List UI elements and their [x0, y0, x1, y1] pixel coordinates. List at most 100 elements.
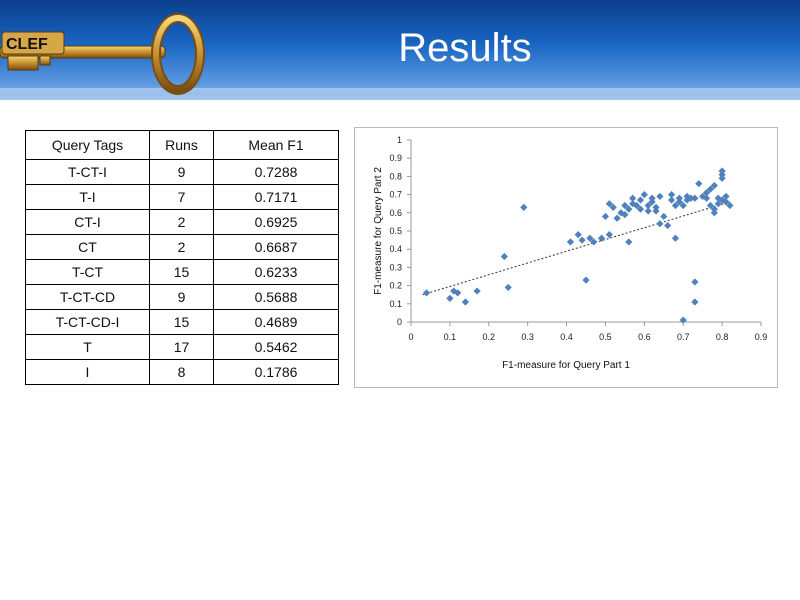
scatter-chart: 0 0.1 0.2 0.3 0.4 0.5 0.6 0.7 0.8 0.9 1 0 0.1 0.2 0.3 0… [373, 135, 768, 371]
cell-mean-f1: 0.1786 [213, 359, 339, 385]
y-tick-label: 0.6 [389, 208, 402, 218]
y-tick-label: 0.5 [389, 226, 402, 236]
data-point [726, 201, 734, 210]
cell-mean-f1: 0.7171 [213, 184, 339, 210]
data-point [454, 289, 462, 297]
data-point [699, 192, 707, 201]
x-tick-label: 0.4 [560, 332, 573, 342]
x-tick-label: 0.2 [483, 332, 496, 342]
data-point [710, 181, 718, 190]
cell-mean-f1: 0.6233 [213, 259, 339, 285]
x-tick-label: 0 [408, 332, 413, 342]
data-point [675, 194, 683, 202]
cell-query-tags: T-CT-CD-I [25, 309, 150, 335]
data-point [722, 198, 730, 206]
table-row: T-CT 15 0.6233 [25, 259, 339, 285]
data-point [574, 231, 582, 239]
data-point [504, 283, 512, 292]
data-point [500, 252, 508, 261]
data-point [446, 294, 454, 302]
results-table: Query Tags Runs Mean F1 T-CT-I 9 0.7288 … [25, 130, 339, 385]
cell-query-tags: I [25, 359, 150, 385]
cell-runs: 2 [149, 234, 214, 260]
data-point [582, 276, 590, 284]
data-point [586, 234, 594, 242]
x-tick-label: 0.7 [677, 332, 690, 342]
data-point [625, 205, 633, 213]
cell-query-tags: T-CT-CD [25, 284, 150, 310]
cell-query-tags: T-I [25, 184, 150, 210]
table-row: CT 2 0.6687 [25, 234, 339, 260]
y-tick-label: 0.3 [389, 262, 402, 272]
trendline [422, 201, 731, 296]
cell-runs: 9 [149, 159, 214, 185]
data-point [644, 201, 652, 210]
y-tick-label: 0 [397, 317, 402, 327]
cell-runs: 9 [149, 284, 214, 310]
data-point [702, 194, 711, 202]
data-point [566, 238, 575, 246]
data-point [625, 238, 633, 246]
clef-key-logo: CLEF [0, 13, 205, 95]
x-tick-label: 0.1 [444, 332, 457, 342]
slide-title: Results [398, 26, 532, 70]
data-point [629, 194, 637, 202]
x-tick-label: 0.5 [599, 332, 612, 342]
y-tick-label: 0.1 [389, 299, 402, 309]
y-axis-title: F1-measure for Query Part 2 [373, 167, 384, 295]
table-row: CT-I 2 0.6925 [25, 209, 339, 235]
data-point [718, 167, 726, 175]
data-point [679, 316, 687, 324]
cell-runs: 15 [149, 259, 214, 285]
table-row: T-CT-CD 9 0.5688 [25, 284, 339, 310]
x-axis-title: F1-measure for Query Part 1 [502, 360, 630, 371]
scatter-chart-frame: 0 0.1 0.2 0.3 0.4 0.5 0.6 0.7 0.8 0.9 1 0 0.1 0.2 0.3 0… [354, 127, 778, 388]
data-point [710, 209, 718, 217]
data-point [621, 201, 629, 210]
cell-mean-f1: 0.5462 [213, 334, 339, 360]
data-point [609, 203, 617, 211]
cell-query-tags: T-CT [25, 259, 150, 285]
cell-query-tags: T [25, 334, 150, 360]
cell-runs: 8 [149, 359, 214, 385]
data-point [656, 220, 664, 228]
cell-mean-f1: 0.5688 [213, 284, 339, 310]
data-point [648, 198, 656, 206]
cell-mean-f1: 0.6687 [213, 234, 339, 260]
data-point [691, 194, 699, 202]
table-row: I 8 0.1786 [25, 359, 339, 385]
cell-query-tags: CT [25, 234, 150, 260]
data-point [691, 298, 699, 306]
x-tick-label: 0.8 [716, 332, 729, 342]
data-point [660, 212, 668, 221]
table-row: T-CT-CD-I 15 0.4689 [25, 309, 339, 335]
table-row: T 17 0.5462 [25, 334, 339, 360]
cell-mean-f1: 0.7288 [213, 159, 339, 185]
data-point [652, 207, 660, 215]
data-point [679, 201, 687, 210]
cell-query-tags: CT-I [25, 209, 150, 235]
data-point [520, 203, 528, 211]
x-tick-label: 0.9 [755, 332, 768, 342]
data-point [461, 298, 470, 306]
data-point [590, 238, 598, 246]
data-point [714, 200, 722, 208]
table-row: T-CT-I 9 0.7288 [25, 159, 339, 185]
data-point [718, 174, 726, 182]
header-fade [0, 88, 800, 102]
y-tick-label: 0.8 [389, 171, 402, 181]
y-tick-label: 0.9 [389, 153, 402, 163]
cell-runs: 7 [149, 184, 214, 210]
data-point [683, 196, 691, 204]
y-tick-label: 0.4 [389, 244, 402, 254]
y-tick-label: 0.2 [389, 281, 402, 291]
data-point [702, 189, 711, 197]
data-point [422, 289, 431, 297]
data-point [667, 196, 676, 204]
cell-runs: 17 [149, 334, 214, 360]
cell-runs: 15 [149, 309, 214, 335]
data-point [578, 236, 586, 244]
y-tick-label: 1 [397, 135, 402, 145]
data-point [691, 278, 699, 286]
cell-mean-f1: 0.6925 [213, 209, 339, 235]
